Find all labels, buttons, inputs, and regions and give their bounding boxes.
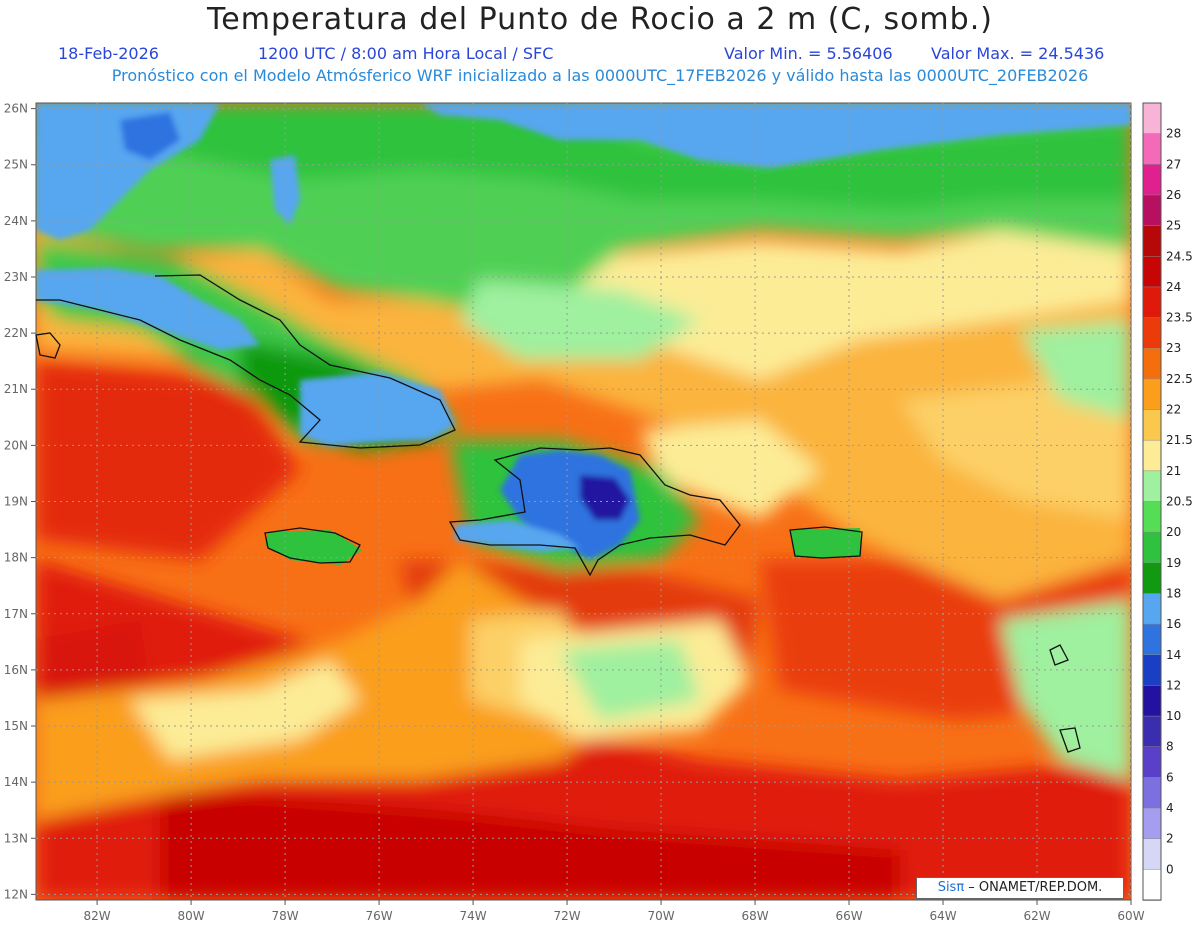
legend-label-16: 16 bbox=[1166, 617, 1181, 631]
legend-label-6: 6 bbox=[1166, 770, 1174, 784]
legend-swatch bbox=[1142, 409, 1162, 441]
legend-swatch bbox=[1142, 102, 1162, 135]
legend-swatch bbox=[1142, 286, 1162, 319]
lat-label-26N: 26N bbox=[4, 102, 28, 116]
legend-label-12: 12 bbox=[1166, 678, 1181, 692]
legend-swatch bbox=[1142, 777, 1162, 809]
legend-label-21: 21 bbox=[1166, 464, 1181, 478]
legend-swatch bbox=[1142, 439, 1162, 472]
lon-label-76W: 76W bbox=[365, 909, 392, 923]
legend-swatch bbox=[1142, 531, 1162, 564]
legend-label-25: 25 bbox=[1166, 219, 1181, 233]
legend-swatch bbox=[1142, 378, 1162, 411]
legend-label-21.5: 21.5 bbox=[1166, 433, 1193, 447]
legend-label-4: 4 bbox=[1166, 801, 1174, 815]
legend-label-23.5: 23.5 bbox=[1166, 311, 1193, 325]
lat-label-14N: 14N bbox=[4, 775, 28, 789]
lon-label-70W: 70W bbox=[647, 909, 674, 923]
lat-label-19N: 19N bbox=[4, 495, 28, 509]
axis-labels: 82W 80W 78W 76W 74W 72W 70W 68W 66W 64W 62W 60W 12N 1… bbox=[4, 102, 1145, 923]
lat-label-15N: 15N bbox=[4, 719, 28, 733]
legend-swatch bbox=[1142, 807, 1162, 840]
legend-label-19: 19 bbox=[1166, 556, 1181, 570]
forecast-date: 18-Feb-2026 bbox=[58, 44, 159, 63]
legend-label-20.5: 20.5 bbox=[1166, 495, 1193, 509]
legend-label-0: 0 bbox=[1166, 862, 1174, 876]
lon-label-60W: 60W bbox=[1117, 909, 1144, 923]
legend-swatch bbox=[1142, 685, 1162, 717]
legend-swatch bbox=[1142, 256, 1162, 288]
lon-label-64W: 64W bbox=[929, 909, 956, 923]
legend-swatch bbox=[1142, 869, 1162, 901]
brand-logo: Sisπ bbox=[937, 880, 965, 895]
credit-text: – ONAMET/REP.DOM. bbox=[964, 880, 1103, 895]
min-value: Valor Min. = 5.56406 bbox=[724, 44, 893, 63]
graticule bbox=[36, 103, 1131, 900]
credit-box: Sisπ – ONAMET/REP.DOM. bbox=[916, 877, 1124, 899]
legend-swatch bbox=[1142, 838, 1162, 871]
lat-label-20N: 20N bbox=[4, 438, 28, 452]
color-legend: 2827262524.52423.52322.52221.52120.52019… bbox=[1142, 102, 1193, 901]
lon-label-62W: 62W bbox=[1023, 909, 1050, 923]
legend-swatch bbox=[1142, 347, 1162, 380]
legend-label-23: 23 bbox=[1166, 341, 1181, 355]
legend-swatch bbox=[1142, 654, 1162, 687]
lon-label-78W: 78W bbox=[272, 909, 299, 923]
legend-frame bbox=[1142, 102, 1162, 901]
coastlines bbox=[35, 274, 1081, 753]
lon-label-68W: 68W bbox=[741, 909, 768, 923]
lat-label-21N: 21N bbox=[4, 382, 28, 396]
page-title: Temperatura del Punto de Rocio a 2 m (C,… bbox=[207, 2, 993, 37]
lat-label-16N: 16N bbox=[4, 663, 28, 677]
legend-label-20: 20 bbox=[1166, 525, 1181, 539]
legend-label-10: 10 bbox=[1166, 709, 1181, 723]
legend-label-24: 24 bbox=[1166, 280, 1181, 294]
lat-label-24N: 24N bbox=[4, 214, 28, 228]
legend-label-27: 27 bbox=[1166, 157, 1181, 171]
lon-label-74W: 74W bbox=[459, 909, 486, 923]
legend-label-24.5: 24.5 bbox=[1166, 249, 1193, 263]
legend-swatch bbox=[1142, 623, 1162, 656]
lat-label-22N: 22N bbox=[4, 326, 28, 340]
legend-swatch bbox=[1142, 317, 1162, 349]
legend-label-18: 18 bbox=[1166, 586, 1181, 600]
legend-label-2: 2 bbox=[1166, 832, 1174, 846]
legend-swatch bbox=[1142, 746, 1162, 779]
legend-swatch bbox=[1142, 164, 1162, 196]
lon-label-72W: 72W bbox=[553, 909, 580, 923]
legend-swatch bbox=[1142, 470, 1162, 503]
lon-label-80W: 80W bbox=[178, 909, 205, 923]
lat-label-23N: 23N bbox=[4, 270, 28, 284]
legend-swatch bbox=[1142, 593, 1162, 625]
max-value: Valor Max. = 24.5436 bbox=[931, 44, 1105, 63]
lat-label-13N: 13N bbox=[4, 831, 28, 845]
legend-label-22: 22 bbox=[1166, 403, 1181, 417]
legend-label-26: 26 bbox=[1166, 188, 1181, 202]
legend-label-22.5: 22.5 bbox=[1166, 372, 1193, 386]
legend-label-28: 28 bbox=[1166, 127, 1181, 141]
dewpoint-field bbox=[36, 103, 1131, 900]
lat-label-12N: 12N bbox=[4, 887, 28, 901]
lat-label-25N: 25N bbox=[4, 158, 28, 172]
legend-swatch bbox=[1142, 501, 1162, 533]
lon-label-66W: 66W bbox=[835, 909, 862, 923]
lat-label-18N: 18N bbox=[4, 551, 28, 565]
lon-label-82W: 82W bbox=[84, 909, 111, 923]
legend-swatch bbox=[1142, 225, 1162, 258]
legend-label-14: 14 bbox=[1166, 648, 1181, 662]
legend-label-8: 8 bbox=[1166, 740, 1174, 754]
legend-swatch bbox=[1142, 562, 1162, 595]
model-info: Pronóstico con el Modelo Atmósferico WRF… bbox=[111, 66, 1089, 85]
legend-swatch bbox=[1142, 715, 1162, 748]
lat-label-17N: 17N bbox=[4, 607, 28, 621]
legend-swatch bbox=[1142, 194, 1162, 227]
forecast-time: 1200 UTC / 8:00 am Hora Local / SFC bbox=[258, 44, 554, 63]
legend-swatch bbox=[1142, 133, 1162, 166]
